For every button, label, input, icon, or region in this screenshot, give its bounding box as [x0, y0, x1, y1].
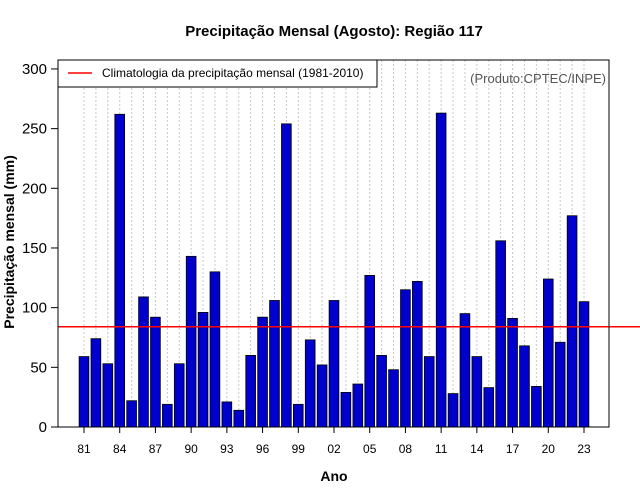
bar-2008: [400, 289, 411, 428]
x-tick-label: 81: [77, 442, 91, 456]
y-tick-label: 100: [22, 300, 47, 317]
bar-series: [78, 112, 590, 428]
bar-2017: [507, 317, 518, 428]
legend-label: Climatologia da precipitação mensal (198…: [102, 66, 363, 80]
credit-text: (Produto:CPTEC/INPE): [470, 71, 606, 86]
bar-2011: [435, 112, 447, 428]
chart-title: Precipitação Mensal (Agosto): Região 117: [185, 23, 483, 40]
bar-2023: [578, 301, 590, 428]
x-axis-title: Ano: [320, 468, 347, 484]
y-tick-label: 50: [30, 359, 47, 376]
y-axis-title: Precipitação mensal (mm): [1, 155, 17, 329]
bar-1985: [126, 400, 137, 428]
x-axis: 81 84 87 90 93 96 99 02 05 08 11 14 17 20 23: [77, 427, 591, 456]
x-tick-label: 05: [363, 442, 377, 456]
bar-2012: [447, 393, 459, 428]
bar-1992: [209, 271, 221, 428]
bar-2019: [531, 386, 542, 428]
x-tick-label: 87: [149, 442, 163, 456]
bar-2001: [316, 364, 328, 428]
bar-2016: [495, 240, 506, 428]
y-tick-label: 300: [22, 61, 47, 78]
y-tick-label: 150: [22, 240, 47, 257]
x-tick-label: 84: [113, 442, 127, 456]
bar-1988: [162, 403, 173, 428]
bar-2014: [471, 356, 483, 428]
bar-1986: [138, 296, 149, 428]
bar-1994: [233, 409, 245, 428]
y-tick-label: 250: [22, 121, 47, 138]
bar-2015: [483, 387, 495, 428]
x-tick-label: 08: [399, 442, 413, 456]
x-tick-label: 93: [220, 442, 234, 456]
bar-1997: [269, 300, 280, 428]
legend-box: [57, 59, 378, 88]
y-axis: 0 50 100 150 200 250 300: [22, 61, 58, 436]
bar-1984: [114, 113, 125, 428]
x-tick-label: 20: [542, 442, 556, 456]
x-tick-label: 11: [435, 442, 448, 456]
x-tick-label: 02: [327, 442, 341, 456]
x-tick-label: 14: [470, 442, 484, 456]
bar-1999: [292, 403, 304, 428]
bar-1993: [221, 401, 233, 428]
bar-2010: [423, 356, 435, 428]
bar-2018: [519, 345, 530, 428]
bar-1995: [245, 354, 256, 428]
bar-2002: [328, 300, 340, 428]
bar-2000: [304, 339, 316, 428]
legend: Climatologia da precipitação mensal (198…: [57, 59, 378, 88]
bar-1987: [150, 316, 161, 428]
x-tick-label: 23: [577, 442, 591, 456]
y-tick-label: 200: [22, 180, 47, 197]
bar-1990: [185, 255, 197, 428]
x-tick-label: 99: [292, 442, 306, 456]
bar-2020: [543, 278, 554, 428]
y-tick-label: 0: [39, 419, 47, 436]
bar-1998: [281, 123, 292, 428]
bar-2022: [566, 215, 578, 428]
x-tick-label: 90: [184, 442, 198, 456]
bar-2013: [459, 313, 471, 428]
x-tick-label: 96: [256, 442, 270, 456]
bar-2006: [376, 354, 387, 428]
bar-1996: [257, 316, 268, 428]
bar-2007: [388, 369, 399, 428]
bar-2009: [412, 280, 423, 428]
bar-2021: [554, 341, 566, 428]
bar-1981: [78, 356, 90, 428]
bar-1982: [90, 338, 102, 428]
bar-1983: [102, 363, 114, 428]
bar-1989: [173, 363, 185, 428]
x-tick-label: 17: [506, 442, 520, 456]
bar-2004: [352, 383, 364, 428]
bar-2005: [364, 275, 375, 428]
bar-2003: [340, 391, 352, 428]
bar-1991: [197, 312, 209, 428]
